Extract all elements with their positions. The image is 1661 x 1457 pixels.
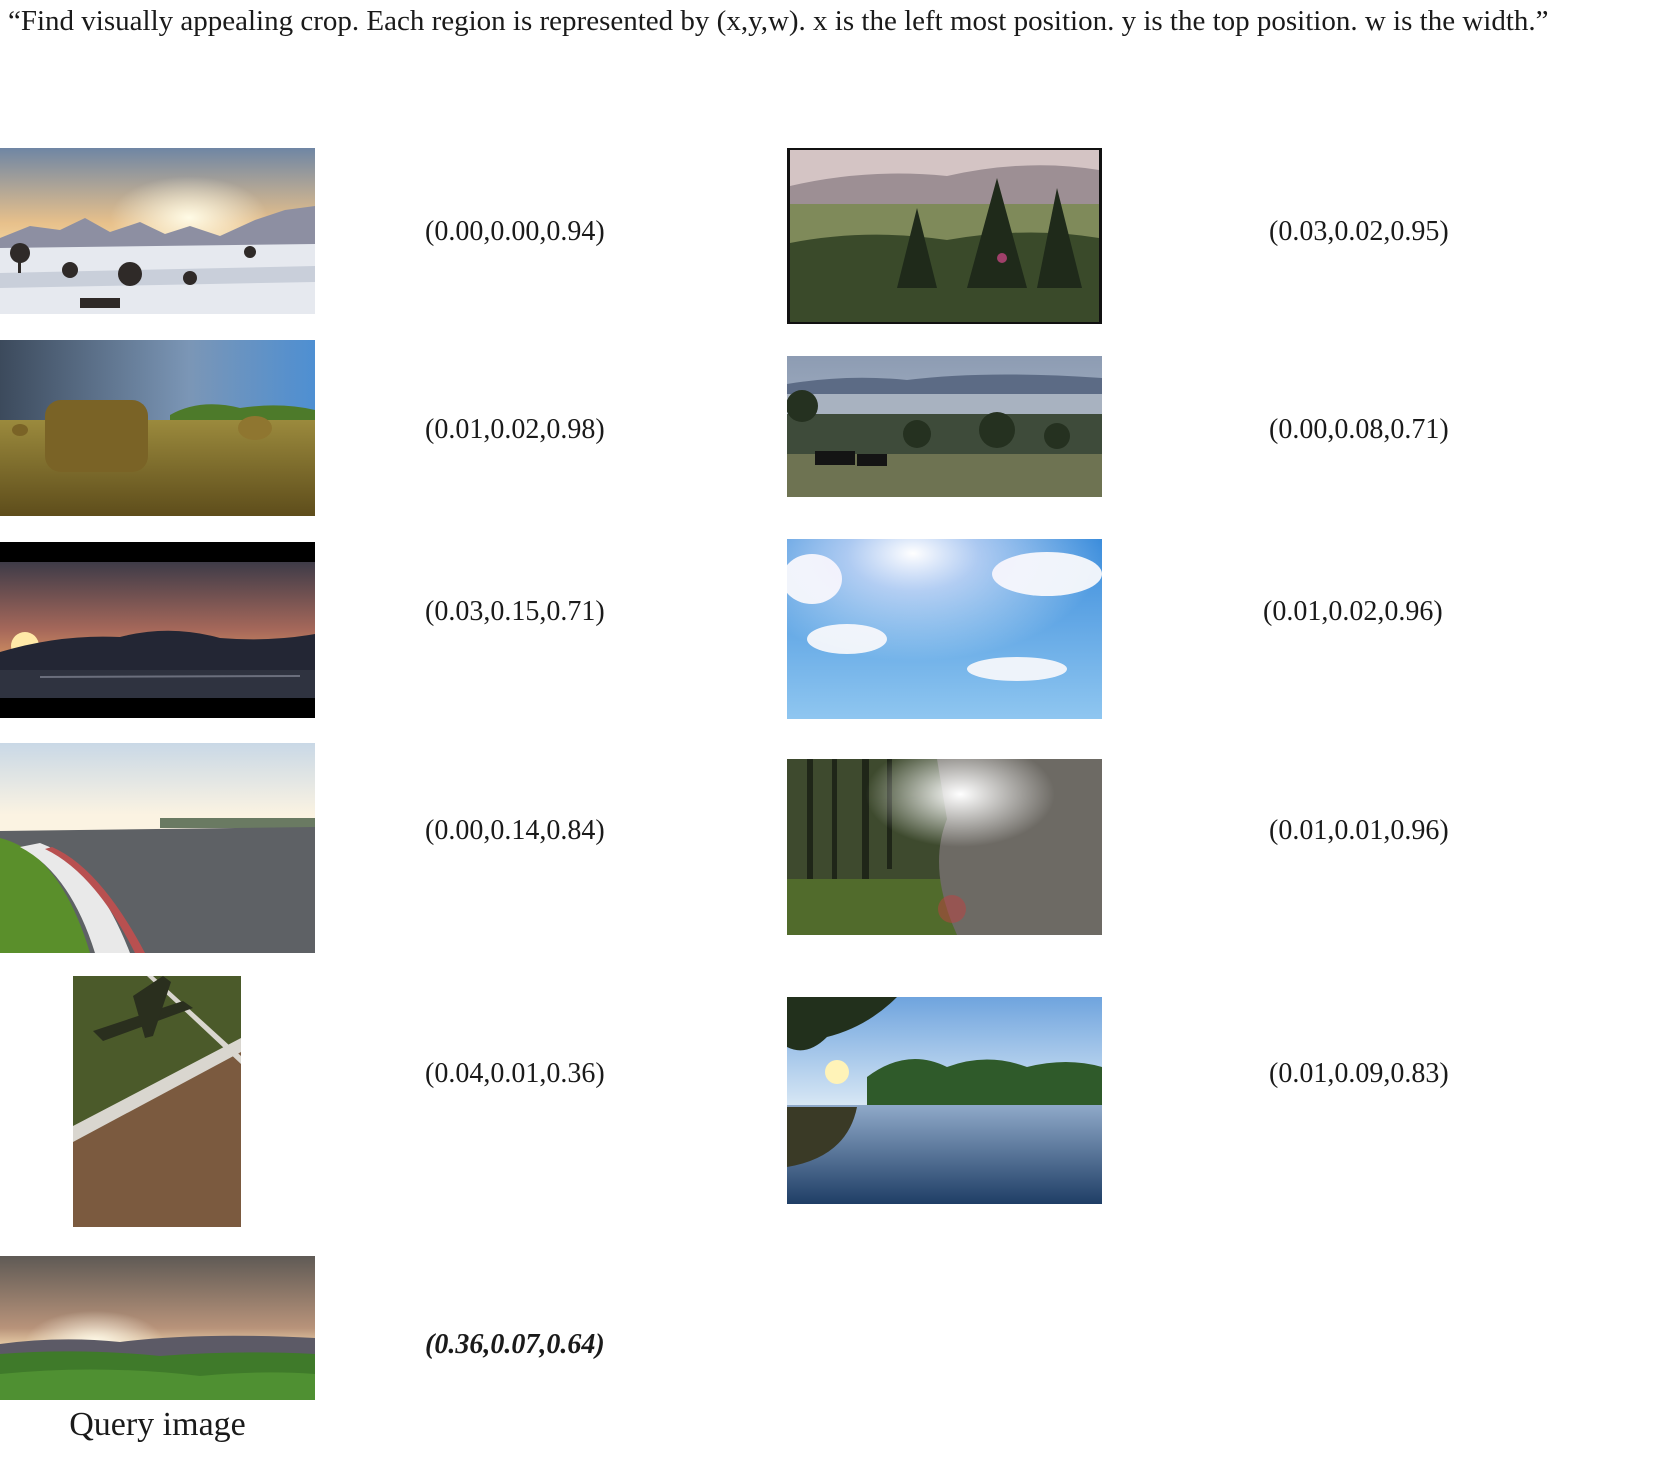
coords-label: (0.00,0.00,0.94) bbox=[425, 216, 605, 248]
coords-label: (0.00,0.08,0.71) bbox=[1269, 414, 1449, 446]
example-image-race-track bbox=[0, 743, 315, 953]
example-image-horses-pasture bbox=[787, 356, 1102, 497]
coords-label: (0.00,0.14,0.84) bbox=[425, 815, 605, 847]
coords-label: (0.01,0.01,0.96) bbox=[1269, 815, 1449, 847]
example-image-aerial-airplane-shadow bbox=[73, 976, 241, 1227]
example-image-snowy-mountains-sunset bbox=[0, 148, 315, 314]
example-image-hazy-valley-trees bbox=[787, 148, 1102, 324]
coords-label: (0.03,0.02,0.95) bbox=[1269, 216, 1449, 248]
example-image-lake-sunset-letterbox bbox=[0, 542, 315, 718]
coords-label: (0.03,0.15,0.71) bbox=[425, 596, 605, 628]
coords-label: (0.04,0.01,0.36) bbox=[425, 1058, 605, 1090]
coords-label: (0.01,0.02,0.98) bbox=[425, 414, 605, 446]
example-image-sunburst-clouds bbox=[787, 539, 1102, 719]
example-image-forest-rock-flare bbox=[787, 759, 1102, 935]
prompt-text: “Find visually appealing crop. Each regi… bbox=[8, 2, 1648, 40]
coords-label: (0.01,0.02,0.96) bbox=[1263, 596, 1443, 628]
example-image-hay-bales-field bbox=[0, 340, 315, 516]
example-image-lake-reflection-sunrise bbox=[787, 997, 1102, 1204]
coords-label: (0.01,0.09,0.83) bbox=[1269, 1058, 1449, 1090]
query-image-green-hills-sunset bbox=[0, 1256, 315, 1400]
query-coords-label: (0.36,0.07,0.64) bbox=[425, 1329, 605, 1361]
query-image-caption: Query image bbox=[0, 1405, 315, 1445]
